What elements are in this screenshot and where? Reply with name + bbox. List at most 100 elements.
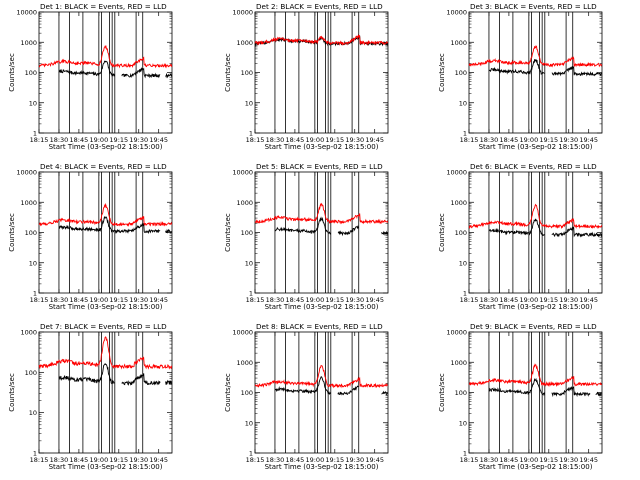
y-tick-label: 1 bbox=[463, 290, 467, 298]
y-tick-label: 1 bbox=[249, 130, 253, 138]
y-tick-label: 10 bbox=[459, 259, 467, 267]
y-tick-label: 10 bbox=[29, 99, 37, 107]
x-tick-label: 19:30 bbox=[129, 136, 148, 144]
x-tick-label: 19:45 bbox=[579, 136, 598, 144]
x-tick-label: 19:00 bbox=[305, 136, 324, 144]
y-tick-label: 10 bbox=[459, 99, 467, 107]
x-tick-label: 18:45 bbox=[70, 136, 89, 144]
y-tick-label: 100 bbox=[241, 389, 253, 397]
x-tick-label: 19:15 bbox=[325, 136, 344, 144]
y-tick-label: 1000 bbox=[236, 199, 253, 207]
x-tick-label: 19:00 bbox=[89, 296, 108, 304]
x-axis-label: Start Time (03-Sep-02 18:15:00) bbox=[265, 143, 379, 151]
x-tick-label: 19:30 bbox=[345, 296, 364, 304]
x-tick-label: 19:45 bbox=[365, 296, 384, 304]
x-tick-label: 19:00 bbox=[89, 456, 108, 464]
x-tick-label: 18:30 bbox=[266, 296, 285, 304]
x-tick-label: 18:45 bbox=[500, 456, 519, 464]
y-tick-label: 1000 bbox=[450, 199, 467, 207]
series-lld bbox=[254, 34, 389, 47]
y-axis-label: Counts/sec bbox=[8, 373, 16, 412]
y-tick-label: 100 bbox=[241, 69, 253, 77]
y-tick-label: 10000 bbox=[232, 9, 253, 17]
panel-title: Det 7: BLACK = Events, RED = LLD bbox=[40, 322, 167, 331]
y-tick-label: 10000 bbox=[16, 9, 37, 17]
x-axis-label: Start Time (03-Sep-02 18:15:00) bbox=[265, 463, 379, 471]
y-tick-label: 100 bbox=[455, 69, 467, 77]
y-tick-label: 1000 bbox=[236, 359, 253, 367]
y-tick-label: 10 bbox=[245, 259, 253, 267]
x-tick-label: 19:30 bbox=[129, 456, 148, 464]
x-tick-label: 19:00 bbox=[305, 296, 324, 304]
x-tick-label: 18:15 bbox=[246, 456, 265, 464]
y-tick-label: 100 bbox=[455, 389, 467, 397]
y-tick-label: 1000 bbox=[20, 329, 37, 337]
y-axis-label: Counts/sec bbox=[438, 213, 446, 252]
x-tick-label: 18:30 bbox=[50, 456, 69, 464]
series-lld bbox=[468, 363, 603, 388]
y-tick-label: 100 bbox=[25, 69, 37, 77]
x-tick-label: 19:00 bbox=[519, 296, 538, 304]
series-events bbox=[58, 215, 173, 234]
x-tick-label: 18:15 bbox=[460, 136, 479, 144]
series-lld bbox=[254, 202, 389, 225]
x-axis-label: Start Time (03-Sep-02 18:15:00) bbox=[49, 463, 163, 471]
series-events bbox=[58, 60, 173, 79]
x-tick-label: 19:30 bbox=[559, 296, 578, 304]
x-tick-label: 18:15 bbox=[30, 456, 49, 464]
x-tick-label: 19:15 bbox=[539, 136, 558, 144]
x-axis-label: Start Time (03-Sep-02 18:15:00) bbox=[49, 143, 163, 151]
y-tick-label: 10 bbox=[29, 409, 37, 417]
x-tick-label: 18:15 bbox=[246, 296, 265, 304]
x-tick-label: 19:30 bbox=[345, 456, 364, 464]
series-events bbox=[274, 216, 389, 237]
y-tick-label: 1000 bbox=[450, 39, 467, 47]
y-tick-label: 100 bbox=[455, 229, 467, 237]
y-tick-label: 10000 bbox=[446, 329, 467, 337]
x-tick-label: 19:15 bbox=[325, 296, 344, 304]
y-tick-label: 100 bbox=[25, 369, 37, 377]
x-tick-label: 19:45 bbox=[579, 456, 598, 464]
x-axis-label: Start Time (03-Sep-02 18:15:00) bbox=[479, 463, 593, 471]
x-tick-label: 19:15 bbox=[109, 136, 128, 144]
y-tick-label: 10 bbox=[459, 419, 467, 427]
x-tick-label: 18:45 bbox=[500, 136, 519, 144]
x-tick-label: 18:30 bbox=[480, 456, 499, 464]
series-events bbox=[488, 377, 602, 398]
x-tick-label: 19:15 bbox=[325, 456, 344, 464]
series-events bbox=[488, 59, 603, 77]
y-tick-label: 1000 bbox=[236, 39, 253, 47]
y-tick-label: 1 bbox=[33, 290, 37, 298]
panel-title: Det 6: BLACK = Events, RED = LLD bbox=[470, 162, 597, 171]
x-tick-label: 18:45 bbox=[286, 136, 305, 144]
y-tick-label: 1000 bbox=[20, 199, 37, 207]
y-axis-label: Counts/sec bbox=[224, 213, 232, 252]
x-tick-label: 19:15 bbox=[109, 296, 128, 304]
y-tick-label: 10000 bbox=[232, 329, 253, 337]
y-tick-label: 100 bbox=[241, 229, 253, 237]
y-tick-label: 10 bbox=[29, 259, 37, 267]
y-tick-label: 1000 bbox=[20, 39, 37, 47]
y-tick-label: 1 bbox=[463, 130, 467, 138]
panel-title: Det 4: BLACK = Events, RED = LLD bbox=[40, 162, 167, 171]
x-tick-label: 18:45 bbox=[70, 456, 89, 464]
x-tick-label: 19:45 bbox=[149, 136, 168, 144]
x-tick-label: 19:45 bbox=[365, 136, 384, 144]
x-tick-label: 19:45 bbox=[149, 456, 168, 464]
series-lld bbox=[38, 44, 173, 69]
x-tick-label: 19:00 bbox=[519, 136, 538, 144]
panel-title: Det 2: BLACK = Events, RED = LLD bbox=[256, 2, 383, 11]
panel-title: Det 1: BLACK = Events, RED = LLD bbox=[40, 2, 167, 11]
x-tick-label: 19:00 bbox=[519, 456, 538, 464]
plot-frame bbox=[38, 331, 173, 454]
series-lld bbox=[254, 364, 389, 389]
x-tick-label: 19:30 bbox=[559, 456, 578, 464]
x-tick-label: 19:00 bbox=[305, 456, 324, 464]
y-axis-label: Counts/sec bbox=[438, 53, 446, 92]
